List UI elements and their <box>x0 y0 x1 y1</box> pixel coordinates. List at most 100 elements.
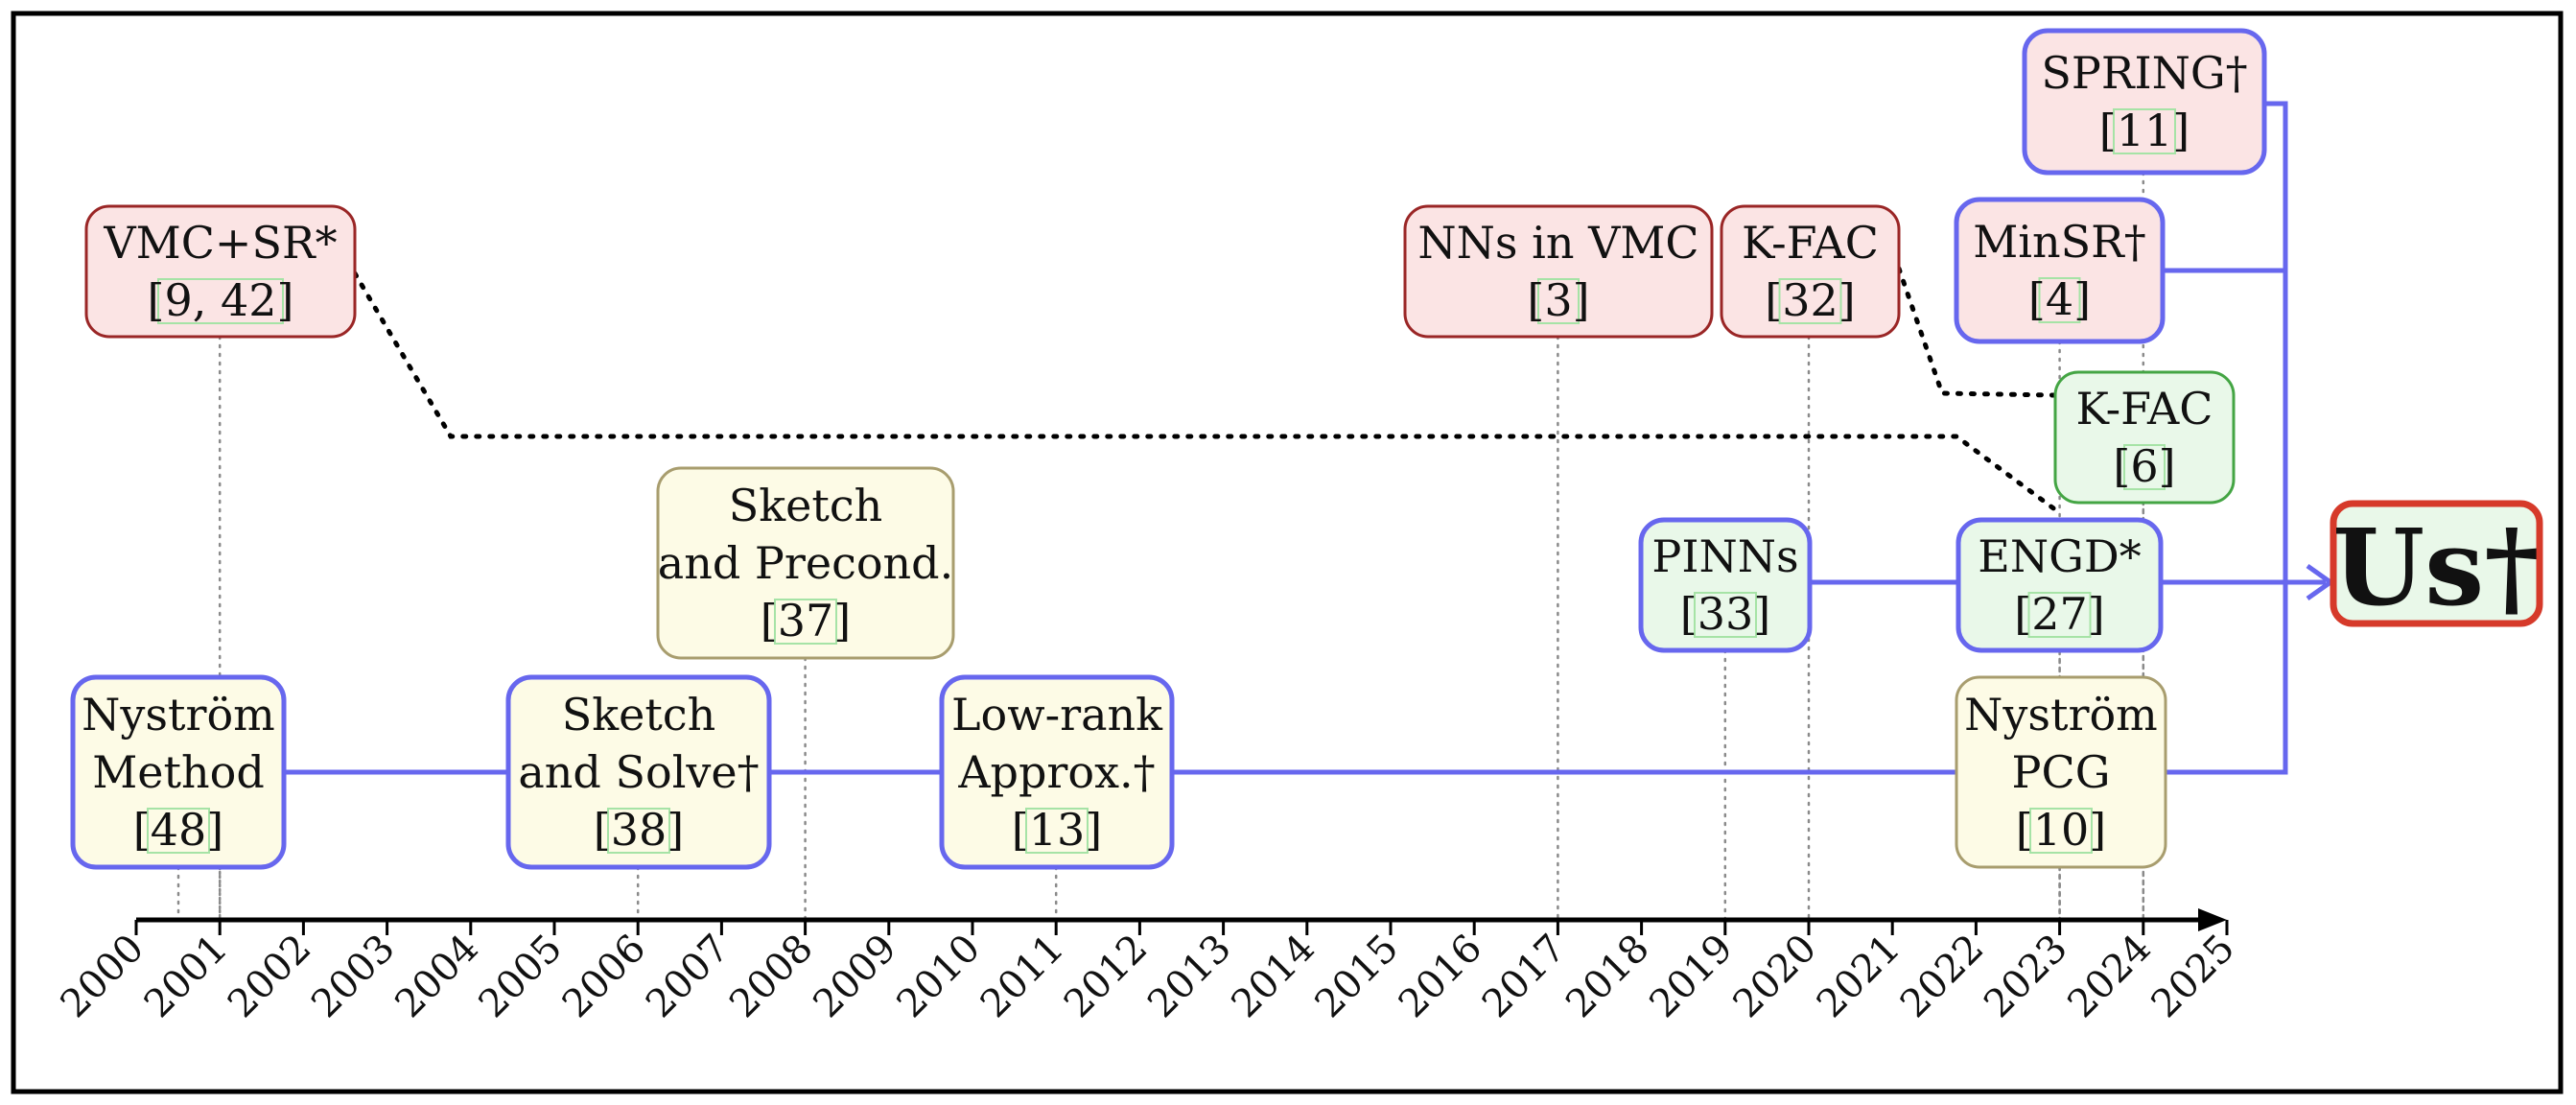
year-label: 2005 <box>471 927 572 1027</box>
box-frame <box>505 674 772 870</box>
box-title-line: SPRING† <box>2041 47 2247 99</box>
box-title-line: Low-rank <box>951 689 1163 741</box>
box-title-line: K-FAC <box>2076 383 2213 435</box>
year-label: 2018 <box>1557 927 1658 1027</box>
citation-link-box <box>2113 108 2176 154</box>
timeline-axis: 2000200120022003200420052006200720082009… <box>53 908 2244 1027</box>
citation-link-box <box>607 808 670 854</box>
box-title-line: PINNs <box>1651 530 1798 582</box>
citation-link-box <box>2038 277 2081 323</box>
method-boxes: VMC+SR*[9, 42]NNs in VMC[3]K-FAC[32]SPRI… <box>70 28 2267 870</box>
box-citation[interactable]: [9, 42] <box>148 274 294 326</box>
box-frame <box>2053 370 2236 505</box>
box-title-line: NNs in VMC <box>1417 217 1698 269</box>
box-citation[interactable]: [13] <box>1012 804 1102 856</box>
outer-frame <box>11 11 2564 1094</box>
box-title-line: Nyström <box>82 689 275 741</box>
box-title-line: and Solve† <box>518 746 759 798</box>
box-title-line: Method <box>92 746 265 798</box>
citation-link-box <box>2029 808 2093 854</box>
box-title-line: K-FAC <box>1742 217 1879 269</box>
citation-link-box <box>2027 592 2092 638</box>
result-box: Us† <box>2330 500 2543 629</box>
box-citation[interactable]: [32] <box>1765 274 1855 326</box>
year-label: 2000 <box>53 927 153 1027</box>
year-label: 2001 <box>136 927 237 1027</box>
box-frame <box>1954 197 2166 344</box>
year-label: 2012 <box>1056 927 1157 1027</box>
box-kfac-2024: K-FAC[6] <box>2053 370 2236 505</box>
year-label: 2015 <box>1307 927 1408 1027</box>
box-frame <box>70 674 287 870</box>
dotted-kfac-to-kfac <box>1896 266 2058 398</box>
us-label: Us† <box>2332 505 2539 629</box>
year-label: 2002 <box>220 927 320 1027</box>
box-pinns: PINNs [33] <box>1638 517 1813 653</box>
box-citation[interactable]: [6] <box>2113 440 2175 492</box>
box-nns-vmc: NNs in VMC[3] <box>1403 204 1714 339</box>
box-citation[interactable]: [3] <box>1527 274 1589 326</box>
citation-link-box <box>2123 444 2166 490</box>
us-box-frame <box>2330 500 2543 627</box>
box-title-line: Sketch <box>729 480 882 531</box>
box-frame <box>1955 517 2164 653</box>
box-frame <box>84 204 357 339</box>
box-citation[interactable]: [48] <box>133 804 223 856</box>
box-frame <box>1955 675 2167 869</box>
box-title-line: ENGD* <box>1978 530 2141 582</box>
box-frame <box>1638 517 1813 653</box>
box-citation[interactable]: [10] <box>2016 804 2106 856</box>
citation-link-box <box>1537 278 1580 324</box>
box-kfac-2020: K-FAC[32] <box>1720 204 1901 339</box>
box-title-line: Approx.† <box>957 746 1155 798</box>
year-label: 2011 <box>972 927 1073 1027</box>
box-title-line: VMC+SR* <box>103 217 337 269</box>
box-sketch-precond: Sketch and Precond. [37] <box>656 466 955 660</box>
box-frame <box>1720 204 1901 339</box>
citation-link-box <box>1694 592 1757 638</box>
year-label: 2021 <box>1809 927 1909 1027</box>
box-frame <box>2022 28 2267 176</box>
box-citation[interactable]: [4] <box>2028 273 2091 325</box>
connectors <box>284 101 2335 775</box>
citation-link-box <box>1025 808 1089 854</box>
year-label: 2008 <box>721 927 822 1027</box>
box-citation[interactable]: [37] <box>761 595 851 647</box>
box-vmc-sr: VMC+SR*[9, 42] <box>84 204 357 339</box>
citation-link-box <box>774 599 837 645</box>
year-label: 2010 <box>889 927 990 1027</box>
dotted-vmc-to-engd <box>352 270 2063 516</box>
connector-pcg-bus <box>2166 101 2288 775</box>
year-label: 2006 <box>554 927 655 1027</box>
box-title-line: Sketch <box>562 689 715 741</box>
box-citation[interactable]: [38] <box>594 804 684 856</box>
year-label: 2019 <box>1641 927 1742 1027</box>
year-label: 2004 <box>386 927 487 1027</box>
year-label: 2007 <box>638 927 738 1027</box>
year-label: 2020 <box>1725 927 1826 1027</box>
box-title-line: MinSR† <box>1973 216 2146 268</box>
year-label: 2013 <box>1139 927 1240 1027</box>
box-citation[interactable]: [27] <box>2014 588 2104 640</box>
box-spring: SPRING† [11] <box>2022 28 2267 176</box>
box-title-line: PCG <box>2012 746 2111 798</box>
citation-link-box <box>157 278 284 324</box>
box-frame <box>1403 204 1714 339</box>
citation-link-box <box>147 808 210 854</box>
year-label: 2009 <box>805 927 905 1027</box>
box-citation[interactable]: [33] <box>1680 588 1770 640</box>
box-engd: ENGD* [27] <box>1955 517 2164 653</box>
axis-arrowhead <box>2198 908 2227 931</box>
box-minsr: MinSR†[4] <box>1954 197 2166 344</box>
year-label: 2025 <box>2143 927 2244 1027</box>
year-label: 2023 <box>1976 927 2076 1027</box>
box-frame <box>656 466 955 660</box>
year-label: 2024 <box>2059 927 2160 1027</box>
year-label: 2022 <box>1892 927 1993 1027</box>
box-citation[interactable]: [11] <box>2099 105 2190 156</box>
us-box: Us† <box>2330 500 2543 629</box>
